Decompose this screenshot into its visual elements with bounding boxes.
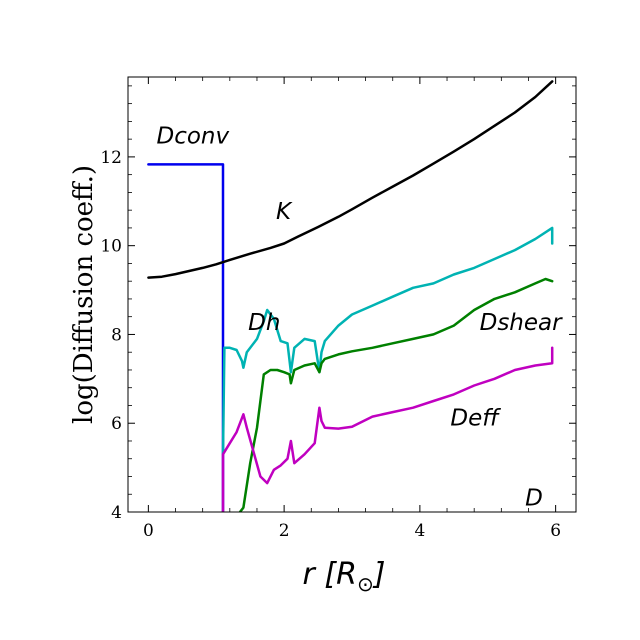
x-tick-label: 6 [550,521,561,541]
x-tick-label: 2 [279,521,290,541]
x-axis-label: r [R⊙] [303,557,386,596]
series-annotations: Dconv K Dh Dshear Deff D [157,124,564,512]
plot-frame [127,76,577,513]
annotation-dh: Dh [248,310,280,336]
series-line-dshear [238,277,554,512]
y-tick-label: 4 [111,503,122,523]
series-line-dh [221,226,554,456]
y-tick-label: 10 [100,237,122,257]
annotation-d: D [525,485,543,511]
y-axis-label: log(Diffusion coeff.) [69,165,99,424]
annotation-deff: Deff [450,405,501,431]
x-tick-label: 0 [143,521,154,541]
axis-ticks [128,77,576,513]
y-tick-label: 12 [100,148,122,168]
tick-labels: 0 2 4 6 4 6 8 10 12 [100,148,561,541]
annotation-dshear: Dshear [480,310,564,336]
annotation-dconv: Dconv [157,124,230,150]
y-tick-label: 6 [111,414,122,434]
series-line-dconv [147,163,225,512]
x-tick-label: 4 [414,521,425,541]
series-line-deff [221,346,554,512]
series-lines [147,80,554,512]
y-tick-label: 8 [111,325,122,345]
annotation-k: K [276,199,293,225]
series-line-k [147,80,554,279]
